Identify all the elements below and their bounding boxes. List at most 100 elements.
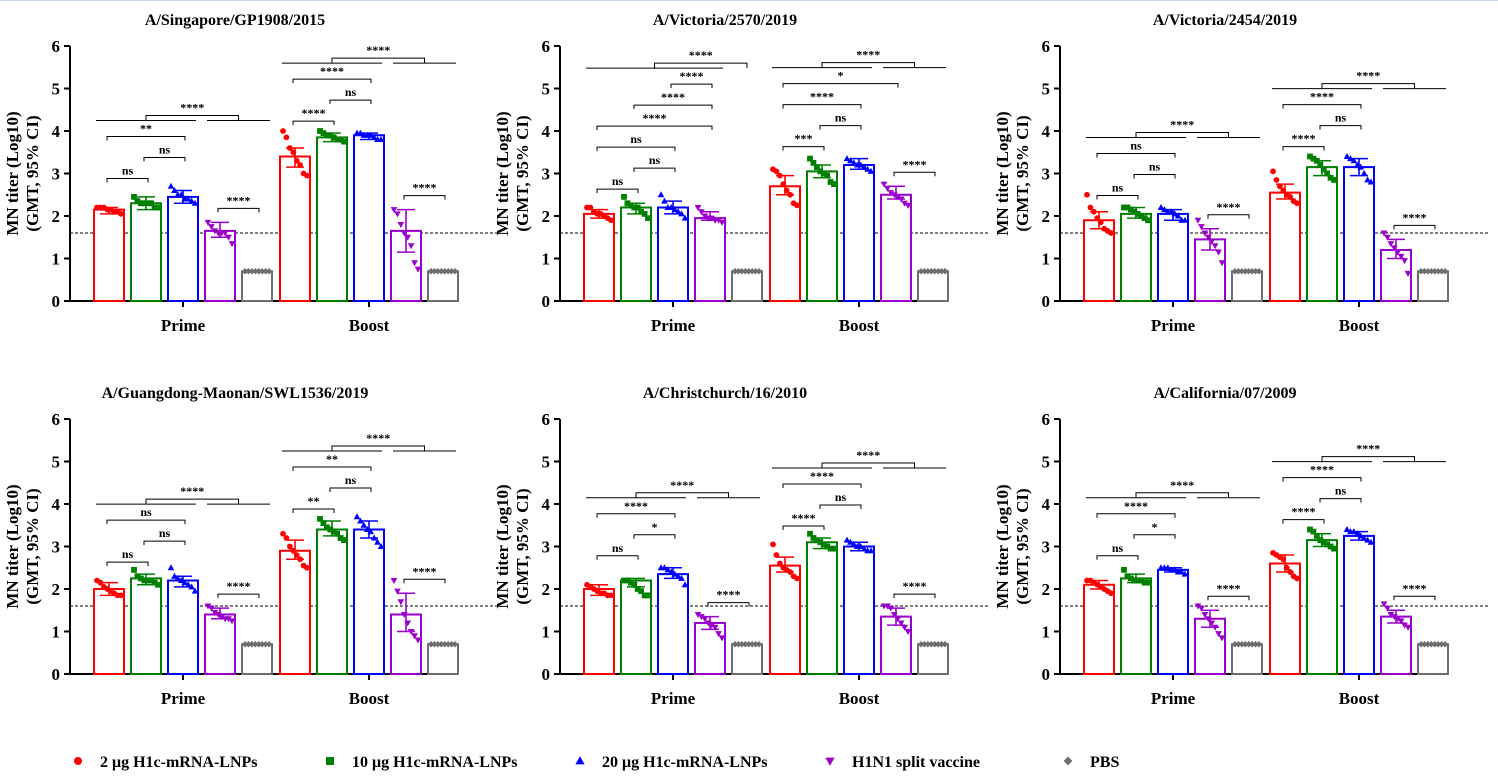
- data-point: [847, 157, 854, 164]
- data-point: [320, 520, 327, 527]
- bracket-line: [596, 125, 713, 131]
- bracket-line: [1321, 456, 1415, 462]
- data-point: [1208, 239, 1216, 245]
- data-point: [731, 268, 739, 275]
- panel-3: A/Victoria/2454/2019 MN titer (Log10) (GMT…: [993, 12, 1490, 335]
- data-point: [631, 581, 638, 588]
- data-point: [924, 268, 932, 275]
- data-point: [1401, 622, 1408, 629]
- bar-prime-2: [130, 566, 162, 675]
- data-point: [188, 197, 195, 204]
- bracket-line: [707, 602, 750, 607]
- data-point: [1090, 208, 1097, 215]
- data-point: [225, 234, 232, 241]
- bracket-line: [1282, 519, 1325, 524]
- data-point: [290, 547, 297, 554]
- y-tick-label: 2: [52, 207, 61, 226]
- data-point: [884, 185, 891, 192]
- data-point: [297, 162, 304, 168]
- bar-prime-2: [1120, 204, 1152, 302]
- significance-label: ****: [1403, 210, 1427, 224]
- bar-prime-1: [1083, 191, 1115, 302]
- bracket-line: [819, 504, 862, 509]
- bracket-line: [633, 104, 713, 110]
- data-point: [1171, 566, 1179, 573]
- bar-boost-1: [769, 541, 801, 675]
- bar-prime-4: [204, 219, 236, 302]
- significance-bracket: ****: [670, 69, 713, 89]
- data-point: [1317, 537, 1324, 544]
- data-point: [334, 136, 341, 143]
- bar: [1306, 539, 1338, 675]
- significance-label: ****: [856, 48, 880, 62]
- data-point: [252, 641, 259, 648]
- bar-boost-2: [806, 530, 838, 675]
- data-point: [831, 545, 837, 552]
- data-point: [137, 575, 144, 582]
- data-point: [810, 535, 817, 541]
- data-point: [1353, 530, 1361, 537]
- bar-prime-5: [241, 268, 273, 302]
- bracket-line: [403, 578, 446, 584]
- bracket-line: [329, 487, 372, 492]
- y-axis-label: MN titer (Log10): [3, 111, 22, 235]
- data-point: [377, 543, 385, 549]
- data-point: [411, 633, 418, 640]
- data-point: [407, 629, 415, 635]
- data-point: [1327, 174, 1334, 181]
- significance-bracket: ns: [143, 526, 186, 546]
- bracket-line: [145, 115, 239, 121]
- panel-6: A/California/07/2009 MN titer (Log10) (GMT…: [993, 385, 1490, 708]
- data-point: [794, 575, 800, 582]
- data-point: [404, 234, 412, 241]
- significance-label: ****: [1356, 69, 1380, 83]
- bracket-line: [821, 62, 915, 68]
- bracket-line: [1096, 555, 1139, 560]
- data-point: [1208, 620, 1216, 627]
- bracket-line: [633, 534, 676, 539]
- significance-bracket: ****: [1272, 442, 1446, 463]
- data-point: [400, 612, 408, 618]
- significance-label: ****: [670, 478, 694, 492]
- panel-title: A/Victoria/2454/2019: [1153, 12, 1297, 29]
- data-point: [770, 541, 776, 548]
- bar-prime-3: [1157, 564, 1189, 675]
- data-point: [155, 204, 161, 211]
- bar-boost-2: [316, 515, 348, 675]
- significance-bracket: *: [782, 69, 899, 88]
- significance-bracket: ****: [292, 64, 372, 84]
- data-point: [627, 579, 634, 586]
- bar: [167, 579, 199, 675]
- bar: [427, 270, 459, 302]
- data-point: [151, 204, 158, 211]
- data-point: [755, 641, 763, 648]
- data-point: [1317, 162, 1324, 168]
- data-point: [1131, 208, 1138, 215]
- significance-bracket: ns: [819, 490, 862, 509]
- significance-bracket: ****: [292, 106, 335, 126]
- bracket-line: [633, 167, 676, 173]
- data-point: [1367, 538, 1375, 545]
- y-tick-label: 5: [52, 453, 61, 472]
- panel-title: A/California/07/2009: [1153, 385, 1296, 402]
- data-point: [1231, 641, 1239, 648]
- data-point: [241, 268, 249, 275]
- significance-bracket: ns: [1133, 160, 1176, 179]
- data-point: [850, 159, 858, 166]
- significance-bracket: ns: [143, 143, 186, 162]
- data-point: [414, 637, 422, 644]
- bracket-line: [106, 136, 186, 141]
- data-point: [671, 206, 679, 213]
- data-point: [667, 204, 675, 210]
- data-point: [857, 161, 865, 168]
- data-point: [1134, 210, 1141, 217]
- bar: [1157, 212, 1189, 302]
- data-point: [141, 200, 148, 207]
- data-point: [1310, 155, 1317, 162]
- data-point: [1181, 570, 1189, 577]
- bracket-line: [1207, 214, 1250, 219]
- bracket-line: [1096, 153, 1176, 158]
- significance-bracket: ****: [96, 101, 270, 121]
- x-category-label: Boost: [839, 316, 880, 335]
- data-point: [708, 215, 716, 222]
